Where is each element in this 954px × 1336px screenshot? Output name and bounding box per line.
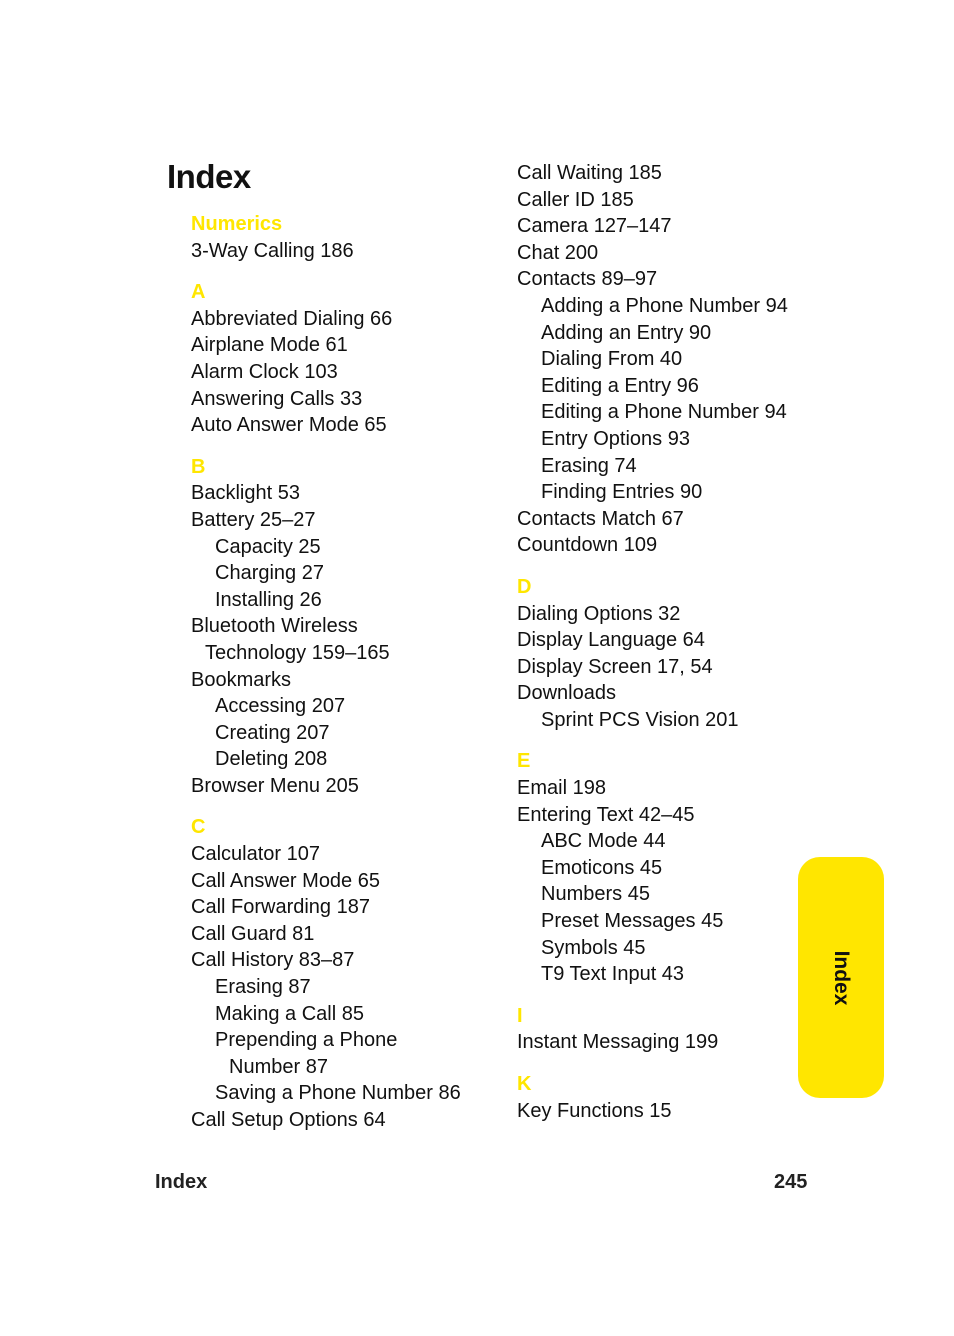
index-entry: Key Functions 15 [517, 1099, 672, 1122]
section-heading: B [191, 455, 206, 478]
index-subentry: Capacity 25 [215, 535, 321, 558]
index-entry: Abbreviated Dialing 66 [191, 307, 393, 330]
index-subentry: Creating 207 [215, 721, 330, 744]
index-subentry: Erasing 87 [215, 976, 311, 999]
index-entry: Chat 200 [517, 241, 599, 264]
index-entry: Battery 25–27 [191, 508, 316, 531]
index-entry: 3-Way Calling 186 [191, 239, 354, 262]
index-subentry: Charging 27 [215, 562, 324, 585]
index-entry: Bluetooth Wireless [191, 615, 358, 638]
section-heading: D [517, 575, 532, 598]
index-section: I Instant Messaging 199 [517, 1003, 788, 1056]
index-section: E Email 198 Entering Text 42–45 ABC Mode 44… [517, 748, 788, 987]
index-subentry: Deleting 208 [215, 748, 328, 771]
index-entry: Call Waiting 185 [517, 162, 662, 184]
index-entry: Dialing Options 32 [517, 602, 681, 625]
index-subentry: Finding Entries 90 [541, 481, 703, 504]
index-subentry: ABC Mode 44 [541, 830, 666, 853]
index-entry: Contacts Match 67 [517, 507, 684, 530]
index-entry: Display Language 64 [517, 629, 705, 652]
index-entry: Browser Menu 205 [191, 774, 359, 797]
index-subentry: Adding an Entry 90 [541, 321, 712, 344]
index-subentry: Number 87 [229, 1055, 328, 1078]
index-column-right: Call Waiting 185 Caller ID 185 Camera 127–… [517, 160, 788, 1124]
index-subentry: T9 Text Input 43 [541, 963, 685, 986]
index-entry: Entering Text 42–45 [517, 803, 695, 826]
index-subentry: Installing 26 [215, 588, 322, 611]
section-heading: C [191, 816, 206, 839]
index-subentry: Making a Call 85 [215, 1002, 364, 1025]
section-heading: Numerics [191, 213, 283, 235]
index-entry: Display Screen 17, 54 [517, 655, 713, 678]
index-entry: Airplane Mode 61 [191, 334, 348, 357]
index-entry: Email 198 [517, 777, 606, 800]
section-heading: K [517, 1073, 532, 1095]
index-entry: Auto Answer Mode 65 [191, 414, 387, 437]
index-subentry: Accessing 207 [215, 695, 346, 718]
index-entry: Answering Calls 33 [191, 387, 363, 410]
index-entry: Technology 159–165 [205, 641, 390, 664]
page-number: 245 [774, 1171, 808, 1193]
side-tab: Index [798, 857, 884, 1098]
index-subentry: Emoticons 45 [541, 856, 663, 879]
index-entry: Camera 127–147 [517, 215, 672, 238]
index-section: Call Waiting 185 Caller ID 185 Camera 127–… [517, 160, 788, 559]
index-entry: Alarm Clock 103 [191, 360, 338, 383]
index-section: Numerics 3-Way Calling 186 [191, 211, 461, 264]
index-entry: Countdown 109 [517, 534, 658, 557]
section-heading: I [517, 1004, 523, 1027]
index-entry: Call History 83–87 [191, 949, 355, 972]
index-entry: Call Forwarding 187 [191, 896, 370, 919]
index-entry: Downloads [517, 682, 616, 705]
index-subentry: Prepending a Phone [215, 1029, 398, 1052]
section-heading: E [517, 750, 531, 773]
index-subentry: Editing a Phone Number 94 [541, 401, 787, 424]
index-subentry: Symbols 45 [541, 936, 646, 959]
index-subentry: Entry Options 93 [541, 427, 690, 450]
index-subentry: Adding a Phone Number 94 [541, 294, 788, 317]
index-subentry: Preset Messages 45 [541, 910, 724, 933]
index-entry: Calculator 107 [191, 843, 320, 866]
index-entry: Bookmarks [191, 668, 292, 691]
index-section: C Calculator 107 Call Answer Mode 65 Call F… [191, 814, 461, 1133]
index-subentry: Editing a Entry 96 [541, 374, 699, 397]
section-heading: A [191, 281, 206, 304]
index-entry: Contacts 89–97 [517, 268, 658, 291]
index-section: D Dialing Options 32 Display Language 64 Di… [517, 574, 788, 734]
side-tab-label: Index [830, 950, 853, 1005]
index-entry: Call Answer Mode 65 [191, 869, 380, 892]
index-entry: Call Guard 81 [191, 922, 315, 945]
index-section: B Backlight 53 Battery 25–27 Capacity 25 Cha… [191, 454, 461, 800]
index-subentry: Dialing From 40 [541, 348, 683, 371]
index-entry: Caller ID 185 [517, 188, 634, 211]
index-subentry: Erasing 74 [541, 454, 637, 477]
page-title: Index [167, 158, 251, 195]
index-column-left: Numerics 3-Way Calling 186 A Abbreviated Di… [191, 211, 461, 1134]
index-subentry: Sprint PCS Vision 201 [541, 708, 739, 731]
index-section: K Key Functions 15 [517, 1071, 788, 1124]
index-entry: Backlight 53 [191, 482, 300, 505]
footer-section: Index [155, 1171, 208, 1193]
index-subentry: Numbers 45 [541, 883, 650, 906]
index-subentry: Saving a Phone Number 86 [215, 1082, 461, 1105]
index-section: A Abbreviated Dialing 66 Airplane Mode 61 A… [191, 279, 461, 439]
index-entry: Call Setup Options 64 [191, 1109, 386, 1131]
index-entry: Instant Messaging 199 [517, 1031, 719, 1054]
